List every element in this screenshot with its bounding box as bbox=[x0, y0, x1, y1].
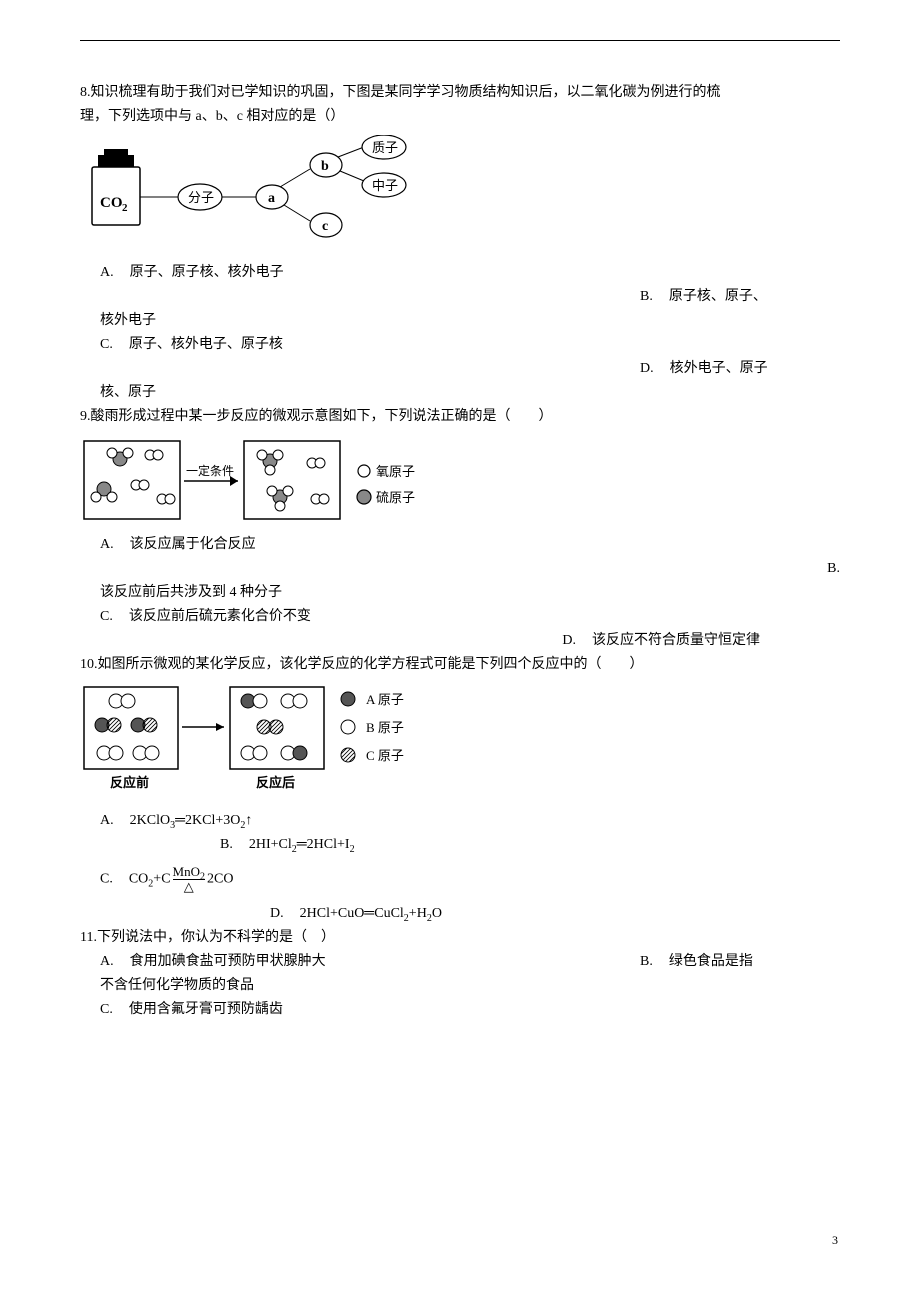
q10-optA-label: A. bbox=[100, 813, 114, 828]
q10-optB: B.2HI+Cl2═2HCl+I2 bbox=[80, 833, 840, 857]
q11-stem: 11.下列说法中，你认为不科学的是（ ） bbox=[80, 926, 840, 950]
q10-optB-mid: ═2HCl+I bbox=[297, 837, 350, 852]
page-number: 3 bbox=[832, 1233, 838, 1248]
q10-optC-frac-top-sub: 2 bbox=[200, 872, 205, 883]
q10-optD-end: O bbox=[432, 906, 442, 921]
q10-optD: D.2HCl+CuO═CuCl2+H2O bbox=[80, 902, 840, 926]
q8-stem-line2: 理，下列选项中与 a、b、c 相对应的是（） bbox=[80, 105, 840, 129]
q9-optB-label: B. bbox=[827, 561, 840, 576]
q8-optA-text: 原子、原子核、核外电子 bbox=[130, 265, 284, 280]
q10-atomA: A 原子 bbox=[366, 692, 404, 707]
q10-optD-prefix: 2HCl+CuO═CuCl bbox=[300, 906, 404, 921]
q10-optB-label: B. bbox=[220, 837, 233, 852]
q8-optA-label: A. bbox=[100, 265, 114, 280]
q8-zhizi: 质子 bbox=[372, 140, 398, 155]
q11-optB: B. 绿色食品是指 bbox=[640, 950, 840, 974]
q10-optC: C.CO2+C MnO2 △ 2CO bbox=[80, 865, 840, 894]
q8-fenzhi: 分子 bbox=[188, 190, 214, 205]
q10-optC-prefix: CO bbox=[129, 872, 148, 887]
q8-optB-label: B. bbox=[640, 289, 653, 304]
q9-optB: B. bbox=[80, 557, 840, 581]
q10-optD-mid: +H bbox=[409, 906, 427, 921]
q8-optD-cont: 核、原子 bbox=[80, 381, 840, 405]
q8-optD-text: 核外电子、原子 bbox=[670, 361, 768, 376]
q8-optA: A. 原子、原子核、核外电子 bbox=[80, 261, 840, 285]
q10-optB-sub2: 2 bbox=[350, 844, 355, 855]
q10-optD-label: D. bbox=[270, 906, 284, 921]
q11-optB-label: B. bbox=[640, 954, 653, 969]
q9-optD: D. 该反应不符合质量守恒定律 bbox=[80, 629, 840, 653]
q11-optA-label: A. bbox=[100, 954, 114, 969]
q10-optA-arrow: ↑ bbox=[245, 813, 252, 828]
top-rule bbox=[80, 40, 840, 41]
q11-optA: A. 食用加碘食盐可预防甲状腺肿大 bbox=[80, 950, 326, 974]
page-content: 8.知识梳理有助于我们对已学知识的巩固，下图是某同学学习物质结构知识后，以二氧化… bbox=[0, 0, 920, 1062]
q9-optA: A. 该反应属于化合反应 bbox=[80, 533, 840, 557]
svg-text:2: 2 bbox=[122, 202, 128, 214]
q9-condition: 一定条件 bbox=[186, 463, 234, 478]
q11-rowAB: A. 食用加碘食盐可预防甲状腺肿大 B. 绿色食品是指 bbox=[80, 950, 840, 974]
q8-optB: B. 原子核、原子、 bbox=[80, 285, 840, 309]
q10-optC-frac-top: MnO bbox=[173, 864, 200, 879]
q11-optC: C. 使用含氟牙膏可预防龋齿 bbox=[80, 998, 840, 1022]
q8-a: a bbox=[268, 191, 275, 206]
q10-optC-plus: +C bbox=[153, 872, 170, 887]
q9-optC: C. 该反应前后硫元素化合价不变 bbox=[80, 605, 840, 629]
q8-stem-line1: 8.知识梳理有助于我们对已学知识的巩固，下图是某同学学习物质结构知识后，以二氧化… bbox=[80, 81, 840, 105]
q9-stem: 9.酸雨形成过程中某一步反应的微观示意图如下，下列说法正确的是（ ） bbox=[80, 405, 840, 429]
q9-optC-text: 该反应前后硫元素化合价不变 bbox=[129, 609, 311, 624]
q11-optB-cont: 不含任何化学物质的食品 bbox=[80, 974, 840, 998]
q8-co2-label: CO bbox=[100, 195, 123, 211]
q11-optA-text: 食用加碘食盐可预防甲状腺肿大 bbox=[130, 954, 326, 969]
q10-atomB: B 原子 bbox=[366, 720, 404, 735]
q10-after: 反应后 bbox=[256, 775, 295, 790]
q10-optA-prefix: 2KClO bbox=[130, 813, 170, 828]
q9-optA-text: 该反应属于化合反应 bbox=[130, 537, 256, 552]
q10-optC-after: 2CO bbox=[207, 872, 233, 887]
q10-diagram: 反应前 反应后 A 原子 B 原子 C 原子 bbox=[80, 683, 840, 803]
q8-optD-label: D. bbox=[640, 361, 654, 376]
q8-b: b bbox=[321, 159, 329, 174]
q11-optC-text: 使用含氟牙膏可预防龋齿 bbox=[129, 1002, 283, 1017]
q10-optB-prefix: 2HI+Cl bbox=[249, 837, 292, 852]
q9-optC-label: C. bbox=[100, 609, 113, 624]
q9-diagram: 一定条件 氧原子 硫原子 bbox=[80, 435, 840, 527]
q10-stem: 10.如图所示微观的某化学反应，该化学反应的化学方程式可能是下列四个反应中的（ … bbox=[80, 653, 840, 677]
q9-optD-text: 该反应不符合质量守恒定律 bbox=[592, 633, 760, 648]
q8-c: c bbox=[322, 219, 328, 234]
q8-optB-cont: 核外电子 bbox=[80, 309, 840, 333]
q10-optC-label: C. bbox=[100, 872, 113, 887]
q10-atomC: C 原子 bbox=[366, 748, 404, 763]
q9-sulfur: 硫原子 bbox=[376, 490, 415, 505]
q11-optC-label: C. bbox=[100, 1002, 113, 1017]
q8-optD: D. 核外电子、原子 bbox=[80, 357, 840, 381]
q8-diagram: CO 2 分子 a b c 质子 中子 bbox=[80, 135, 840, 255]
q9-optD-label: D. bbox=[562, 633, 576, 648]
q10-optA-mid: ═2KCl+3O bbox=[175, 813, 240, 828]
q10-before: 反应前 bbox=[110, 775, 149, 790]
q9-oxygen: 氧原子 bbox=[376, 464, 415, 479]
q8-optC: C. 原子、核外电子、原子核 bbox=[80, 333, 840, 357]
q11-optB-text: 绿色食品是指 bbox=[669, 954, 753, 969]
q9-optA-label: A. bbox=[100, 537, 114, 552]
q8-optC-label: C. bbox=[100, 337, 113, 352]
q8-optB-text: 原子核、原子、 bbox=[669, 289, 767, 304]
q9-optB-cont: 该反应前后共涉及到 4 种分子 bbox=[80, 581, 840, 605]
q10-optA: A.2KClO3═2KCl+3O2↑ bbox=[80, 809, 840, 833]
q8-optC-text: 原子、核外电子、原子核 bbox=[129, 337, 283, 352]
q8-zhongzi: 中子 bbox=[372, 178, 398, 193]
